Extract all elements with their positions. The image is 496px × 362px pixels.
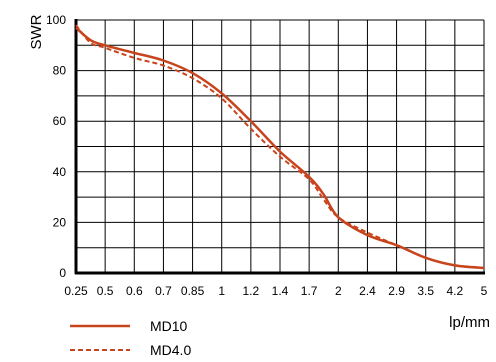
x-tick-label: 2: [335, 284, 342, 298]
x-tick-label: 5: [481, 284, 488, 298]
legend-label: MD10: [150, 318, 188, 334]
y-tick-label: 0: [59, 266, 66, 280]
y-tick-label: 40: [53, 165, 67, 179]
y-tick-label: 100: [46, 13, 66, 27]
x-tick-label: 0.5: [97, 284, 114, 298]
legend-label: MD4.0: [150, 342, 191, 358]
y-tick-label: 80: [53, 64, 67, 78]
grid: [74, 19, 485, 275]
x-tick-label: 0.7: [155, 284, 172, 298]
x-axis-ticks: 0.25 0.5 0.6 0.7 0.85 1 1.2 1.4 1.7 2 2.4 2.9 3.5 4.2…: [64, 284, 487, 298]
y-tick-label: 60: [53, 114, 67, 128]
x-tick-label: 1: [218, 284, 225, 298]
x-tick-label: 0.85: [181, 284, 205, 298]
y-tick-label: 20: [53, 215, 67, 229]
x-tick-label: 2.9: [388, 284, 405, 298]
series-line-md4-0: [75, 24, 485, 269]
x-tick-label: 3.5: [417, 284, 434, 298]
x-axis-label: lp/mm: [449, 314, 490, 331]
series-group: [75, 24, 485, 270]
x-tick-label: 0.25: [64, 284, 88, 298]
x-tick-label: 0.6: [126, 284, 143, 298]
x-tick-label: 1.4: [272, 284, 289, 298]
y-axis-label: SWR: [28, 14, 45, 49]
x-tick-label: 4.2: [447, 284, 464, 298]
x-tick-label: 1.7: [301, 284, 318, 298]
x-tick-label: 1.2: [243, 284, 260, 298]
y-axis-ticks: 0 20 40 60 80 100: [46, 13, 66, 280]
legend: MD10 MD4.0: [70, 318, 191, 358]
x-tick-label: 2.4: [359, 284, 376, 298]
